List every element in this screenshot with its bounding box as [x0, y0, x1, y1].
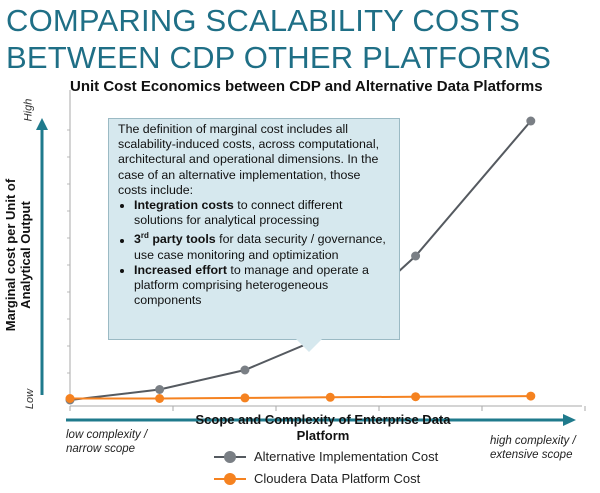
data-point [411, 392, 421, 402]
y-axis-label: Marginal cost per Unit of Analytical Out… [3, 160, 33, 350]
x-scale-arrowhead [563, 414, 576, 426]
page-title: COMPARING SCALABILITY COSTS BETWEEN CDP … [6, 3, 552, 75]
bullet-bold: 3 [134, 232, 141, 247]
legend-label: Cloudera Data Platform Cost [254, 471, 421, 486]
callout-bullet-integration: Integration costs to connect different s… [134, 198, 390, 228]
series-line-cloudera [70, 395, 531, 400]
x-high-label: high complexity / extensive scope [490, 434, 590, 462]
x-low-label: low complexity / narrow scope [66, 428, 176, 456]
bullet-text: to manage and operate a platform compris… [134, 262, 369, 308]
legend-label: Alternative Implementation Cost [254, 449, 439, 464]
data-point [411, 251, 421, 261]
y-axis-label-text: Marginal cost per Unit of Analytical Out… [3, 178, 33, 332]
callout-pointer [296, 339, 322, 352]
bullet-superscript: rd [140, 231, 149, 241]
callout-intro: The definition of marginal cost includes… [118, 122, 380, 197]
data-point [240, 365, 250, 375]
series-line-alternative [69, 120, 532, 401]
callout-bullet-list: Integration costs to connect different s… [118, 198, 390, 309]
y-high-label: High [22, 98, 35, 122]
data-point [155, 394, 165, 403]
data-point [325, 392, 335, 402]
data-point [240, 393, 250, 403]
x-axis-label: Scope and Complexity of Enterprise Data … [195, 412, 451, 443]
data-point [155, 385, 165, 394]
data-point [526, 391, 536, 401]
data-point [65, 394, 75, 403]
bullet-bold-2: party tools [148, 232, 216, 247]
x-low-label-text: low complexity / narrow scope [66, 429, 148, 455]
legend-marker [224, 451, 236, 463]
bullet-text: for data security / governance, use case… [134, 232, 386, 262]
bullet-bold: Integration costs [134, 198, 234, 213]
y-low-label: Low [24, 388, 37, 410]
callout-bullet-effort: Increased effort to manage and operate a… [134, 263, 390, 309]
data-point [526, 116, 536, 126]
callout-bullet-third-party: 3rd party tools for data security / gove… [134, 228, 390, 263]
chart-title: Unit Cost Economics between CDP and Alte… [70, 78, 543, 95]
bullet-text: to connect different solutions for analy… [134, 198, 343, 228]
y-scale-arrowhead [36, 118, 48, 130]
bullet-bold: Increased effort [134, 262, 227, 277]
definition-callout: The definition of marginal cost includes… [108, 118, 400, 340]
legend-marker [224, 473, 236, 485]
x-high-label-text: high complexity / extensive scope [490, 435, 576, 461]
